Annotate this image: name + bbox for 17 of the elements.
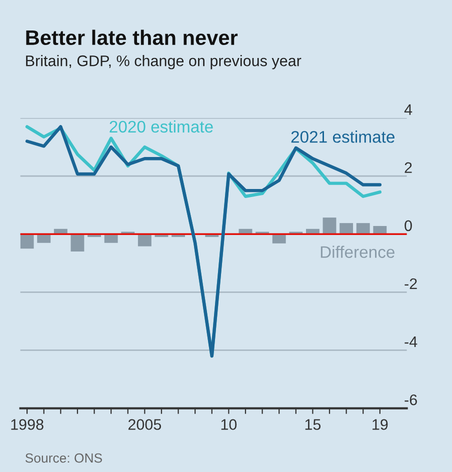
x-tick-label: 15: [305, 419, 321, 430]
y-tick-label: 0: [404, 220, 412, 232]
y-tick-label: -4: [404, 336, 418, 348]
x-tick-label: 19: [372, 419, 388, 430]
series-label: Difference: [320, 246, 394, 258]
chart-title: Better late than never: [26, 30, 238, 46]
y-tick-label: 4: [404, 104, 412, 115]
x-tick-label: 10: [221, 419, 237, 430]
series-label: 2021 estimate: [291, 130, 394, 143]
y-tick-label: -2: [404, 278, 417, 289]
y-tick-label: -6: [404, 394, 417, 406]
x-tick-label: 1998: [11, 419, 44, 430]
series-label: 2020 estimate: [110, 120, 213, 133]
x-tick-label: 2005: [128, 419, 162, 430]
source-note: Source: ONS: [25, 453, 102, 463]
y-tick-label: 2: [404, 162, 412, 173]
chart-subtitle: Britain, GDP, % change on previous year: [26, 55, 302, 70]
